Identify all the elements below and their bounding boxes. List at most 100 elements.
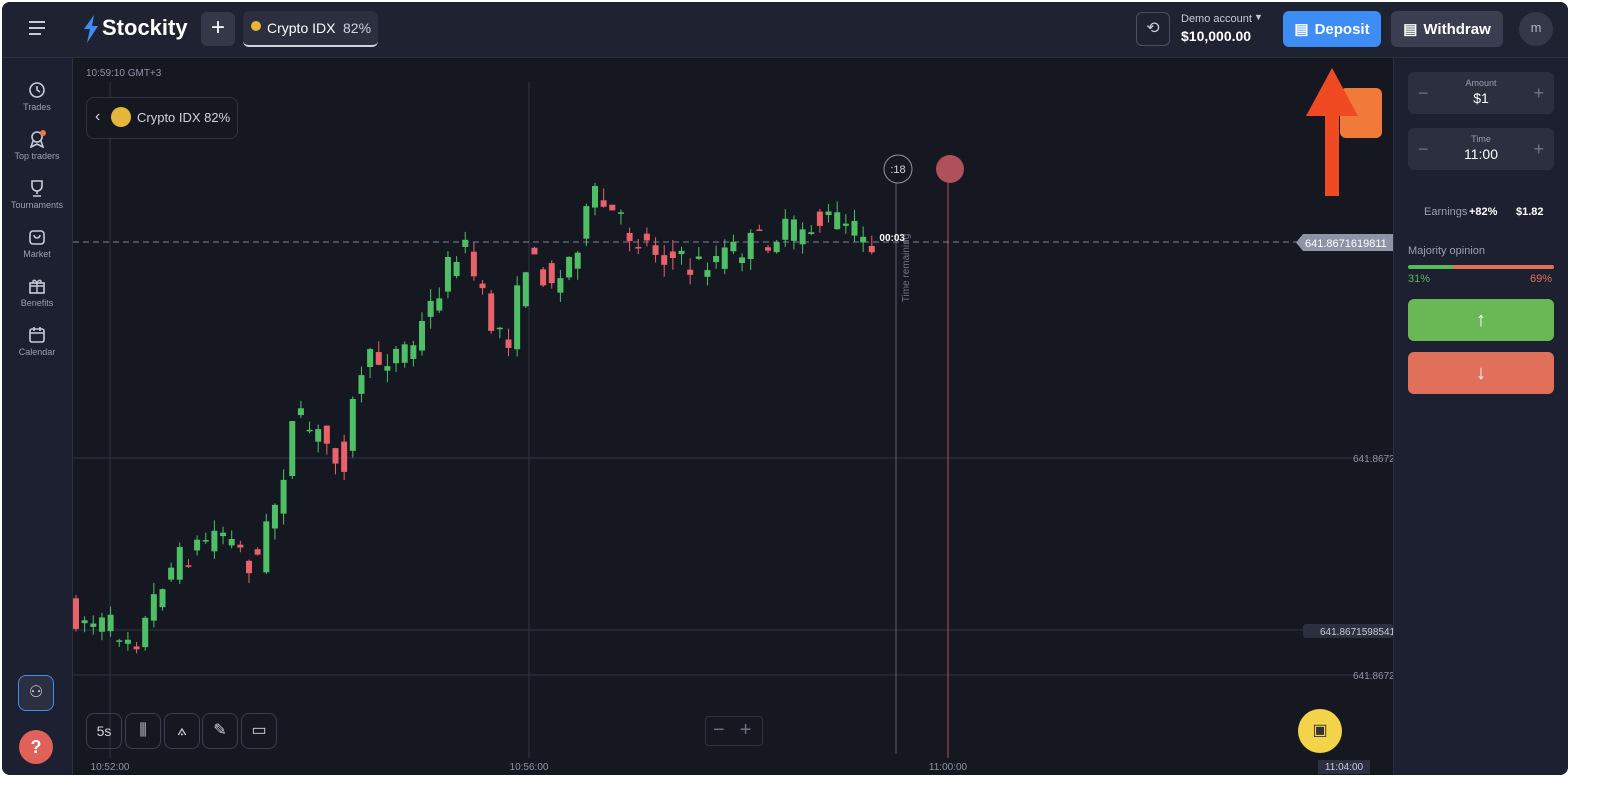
candle-body — [592, 185, 598, 208]
candle-body — [367, 349, 374, 367]
sidebar-item[interactable]: Calendar — [2, 326, 72, 357]
sidebar-label: Tournaments — [10, 200, 64, 210]
interval-button[interactable]: 5s — [86, 713, 122, 749]
calendar-button[interactable]: ▣ — [1298, 709, 1342, 753]
expiry-flag — [936, 155, 964, 183]
candle-body — [341, 441, 348, 472]
top-bar: Stockity + Crypto IDX 82% ⟲ Demo account… — [2, 2, 1568, 58]
candle-body — [557, 278, 564, 293]
sidebar-label: Calendar — [18, 347, 56, 357]
deposit-button[interactable]: ▤ Deposit — [1283, 11, 1381, 47]
sidebar-item[interactable]: Trades — [2, 81, 72, 112]
candle-body — [116, 640, 123, 642]
candle-body — [566, 256, 573, 278]
candle-body — [617, 212, 624, 214]
price-label: 641.8672 — [1353, 671, 1393, 682]
time-label: 11:00:00 — [929, 762, 968, 773]
account-caret[interactable]: ▼ — [1254, 12, 1263, 22]
candle-body — [496, 327, 503, 330]
candle-body — [488, 293, 495, 331]
opinion-bar — [1408, 265, 1554, 269]
candle-body — [479, 283, 486, 289]
sidebar-item[interactable]: Top traders — [2, 130, 72, 161]
candle-body — [453, 261, 460, 277]
candle-body — [211, 530, 218, 552]
sidebar-item[interactable]: Benefits — [2, 277, 72, 308]
account-label[interactable]: Demo account — [1181, 13, 1252, 25]
sidebar-label: Top traders — [14, 151, 60, 161]
candle-body — [574, 252, 581, 269]
candle-body — [505, 339, 512, 348]
clock: 10:59:10 GMT+3 — [86, 68, 162, 79]
asset-badge-label: Crypto IDX 82% — [137, 110, 231, 125]
time-label: 11:04:00 — [1325, 762, 1364, 773]
sidebar-item[interactable]: Market — [2, 228, 72, 259]
indicators-button[interactable]: ⟑ — [164, 713, 200, 749]
candle-body — [713, 256, 720, 263]
candle-body — [194, 539, 201, 551]
price-label: 641.8671619811 — [1305, 238, 1387, 250]
zoom-controls[interactable]: − + — [705, 716, 763, 746]
candle-body — [124, 639, 131, 644]
trade-panel: − Amount $1 + − Time 11:00 + Earnings +82% $1.… — [1393, 58, 1568, 775]
candle-body — [548, 263, 555, 284]
candle-body — [271, 504, 278, 529]
candle-body — [297, 408, 304, 416]
candle-body — [531, 247, 538, 255]
withdraw-button[interactable]: ▤ Withdraw — [1391, 11, 1503, 47]
candle-body — [98, 617, 105, 632]
candle-body — [202, 540, 209, 542]
candle-body — [669, 251, 676, 258]
switch-account[interactable]: ⟲ — [1136, 12, 1170, 46]
candle-body — [384, 366, 391, 371]
sidebar-icon — [29, 279, 45, 294]
balance: $10,000.00 — [1181, 28, 1252, 44]
avatar[interactable]: m — [1519, 12, 1553, 46]
candle-body — [254, 549, 261, 555]
candle-body — [635, 247, 642, 249]
sidebar-item[interactable]: Tournaments — [2, 179, 72, 210]
sidebar-icon — [31, 180, 43, 197]
candle-body — [237, 544, 244, 548]
tab-payout: 82% — [343, 20, 372, 36]
candle-body — [643, 233, 650, 241]
candle-body — [263, 521, 270, 573]
up-button[interactable]: ↑ — [1408, 299, 1554, 341]
candle-body — [661, 255, 668, 265]
sidebar-icon — [29, 130, 46, 148]
candle-body — [401, 344, 408, 363]
candle-body — [375, 352, 382, 365]
earnings-pct: +82% — [1469, 206, 1498, 218]
candle-body — [678, 250, 685, 255]
menu-icon[interactable] — [28, 20, 46, 36]
candle-body — [747, 232, 754, 260]
candle-body — [522, 272, 529, 307]
time-label: 10:52:00 — [91, 762, 130, 773]
down-share: 69% — [1530, 273, 1553, 285]
chart-type-button[interactable]: ⫼ — [125, 713, 161, 749]
candle-body — [246, 560, 252, 574]
candle-body — [349, 398, 356, 451]
candle-body — [107, 614, 114, 632]
asset-badge[interactable]: ‹ Crypto IDX 82% — [86, 97, 238, 139]
candle-body — [176, 547, 183, 580]
time-input[interactable]: − Time 11:00 + — [1408, 128, 1554, 170]
asset-tab[interactable]: Crypto IDX 82% — [243, 11, 378, 47]
social-button[interactable]: ⚇ — [18, 675, 54, 711]
candle-body — [765, 247, 771, 251]
down-button[interactable]: ↓ — [1408, 352, 1554, 394]
amount-input[interactable]: − Amount $1 + — [1408, 72, 1554, 114]
candle-body — [73, 598, 79, 629]
candle-body — [393, 348, 400, 364]
candle-body — [756, 229, 763, 231]
time-tag — [1318, 760, 1370, 774]
add-tab[interactable]: + — [201, 12, 235, 46]
draw-button[interactable]: ✎ — [202, 713, 238, 749]
time: 11:00 — [1464, 146, 1498, 162]
sidebar-label: Market — [23, 249, 51, 259]
candle-body — [816, 211, 823, 226]
layout-button[interactable]: ▭ — [241, 713, 277, 749]
help-button[interactable]: ? — [19, 730, 53, 764]
sidebar: Trades Top traders Tournaments Market Benefi… — [2, 58, 73, 775]
candle-body — [782, 218, 789, 240]
